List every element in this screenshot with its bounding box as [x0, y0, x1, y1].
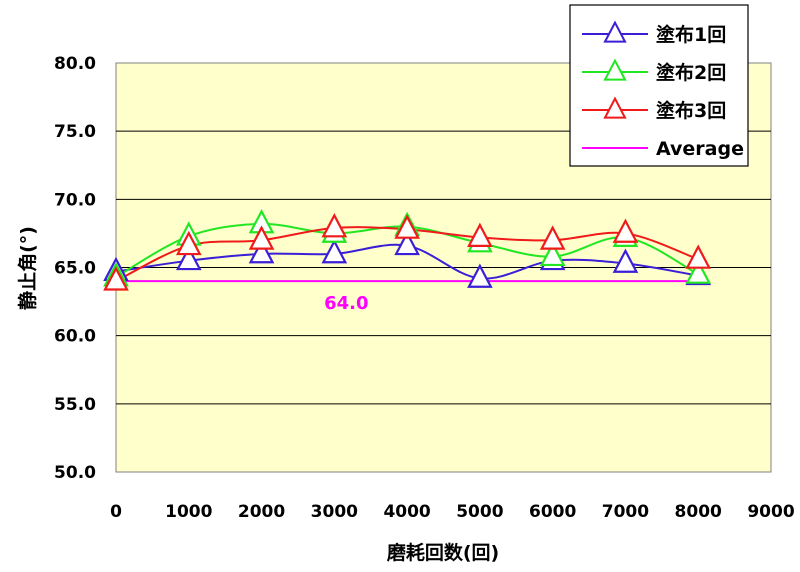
x-tick-label: 9000 — [747, 502, 794, 522]
series-1-point — [248, 238, 275, 264]
series-3-point — [539, 225, 566, 250]
x-tick-label: 5000 — [456, 502, 503, 522]
series-1-point — [467, 263, 493, 288]
y-tick-label: 70.0 — [54, 190, 96, 210]
legend-item-1: 塗布1回 — [582, 20, 726, 46]
series-2-point — [685, 259, 712, 284]
x-tick-label: 0 — [110, 502, 122, 522]
y-tick-label: 50.0 — [54, 463, 96, 483]
series-3-point — [685, 244, 712, 269]
legend-label: Average — [656, 138, 744, 160]
series-group — [103, 208, 712, 291]
average-value-label: 64.0 — [324, 293, 368, 314]
series-1-point — [394, 230, 420, 256]
x-tick-label: 1000 — [165, 502, 212, 522]
series-1-point — [321, 238, 348, 264]
series-3-point — [248, 225, 275, 250]
y-axis-title: 静止角(°) — [16, 226, 39, 310]
series-3-point — [394, 214, 420, 239]
legend-label: 塗布3回 — [656, 99, 726, 122]
series-1-point — [612, 248, 639, 273]
series-3-point — [467, 222, 493, 247]
y-tick-label: 80.0 — [54, 54, 96, 74]
legend-label: 塗布1回 — [656, 23, 726, 46]
legend-item-2: 塗布2回 — [582, 58, 726, 84]
y-tick-label: 60.0 — [54, 327, 96, 347]
legend-box — [569, 4, 749, 167]
legend-item-4: Average — [582, 138, 744, 160]
legend-label: 塗布2回 — [656, 61, 726, 84]
series-2-point — [539, 241, 566, 267]
legend-swatch-marker — [603, 96, 627, 119]
x-tick-label: 2000 — [238, 502, 285, 522]
x-tick-label: 6000 — [529, 502, 576, 522]
x-tick-label: 8000 — [675, 502, 722, 522]
x-tick-labels: 0 1000 2000 3000 4000 5000 6000 7000 8000 9000 — [110, 502, 795, 522]
legend-swatch-marker — [603, 58, 627, 81]
x-tick-label: 3000 — [311, 502, 358, 522]
x-axis-title: 磨耗回数(回) — [386, 541, 499, 564]
legend-item-3: 塗布3回 — [582, 96, 726, 122]
series-1-point — [175, 245, 202, 271]
series-3-point — [103, 266, 129, 291]
series-3-point — [175, 230, 202, 256]
series-3-point — [612, 218, 639, 243]
y-tick-labels: 50.0 55.0 60.0 65.0 70.0 75.0 80.0 — [54, 54, 96, 483]
x-tick-label: 7000 — [602, 502, 649, 522]
y-tick-label: 75.0 — [54, 122, 96, 142]
series-3-point — [321, 213, 348, 238]
legend-swatch-marker — [603, 20, 627, 43]
y-tick-label: 65.0 — [54, 259, 96, 279]
annotations: 64.0 — [324, 293, 368, 314]
x-tick-label: 4000 — [383, 502, 430, 522]
y-tick-label: 55.0 — [54, 395, 96, 415]
